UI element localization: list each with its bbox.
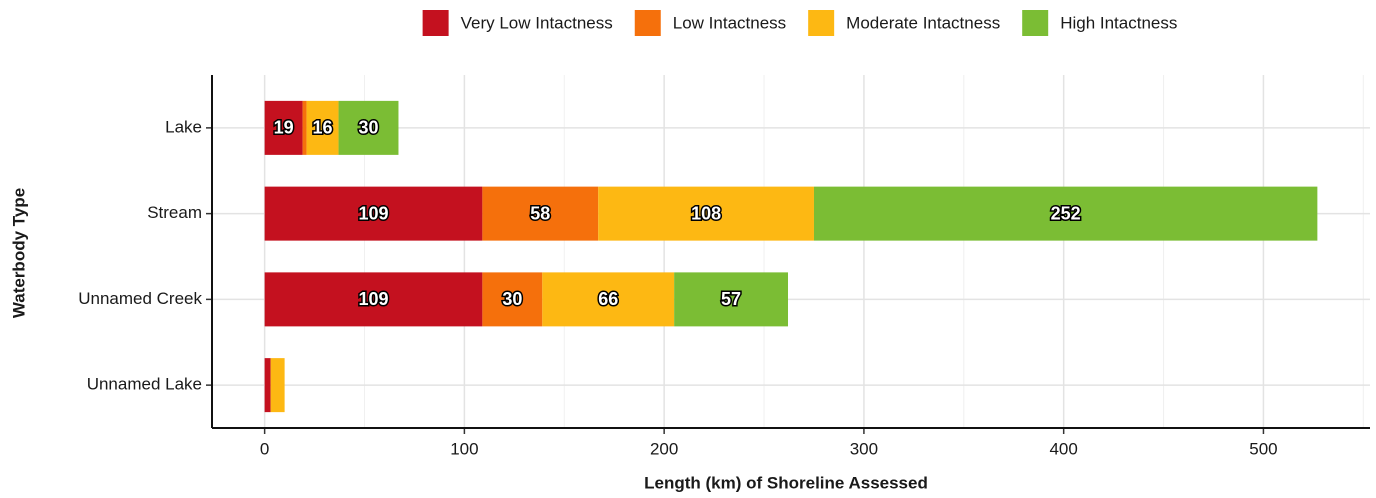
y-axis-label: Waterbody Type <box>9 188 28 318</box>
data-label: 109 <box>358 289 388 309</box>
data-label: 30 <box>502 289 522 309</box>
x-tick-label: 100 <box>450 439 478 458</box>
bar-segment <box>674 272 789 327</box>
legend: Very Low Intactness Low Intactness Moderat… <box>422 10 1177 36</box>
y-tick-label: Lake <box>165 117 202 136</box>
bar-segment <box>338 100 399 155</box>
data-label: 30 <box>358 118 378 138</box>
legend-swatch <box>634 10 661 36</box>
bar-segment <box>264 186 483 241</box>
legend-label: Moderate Intactness <box>846 13 1000 32</box>
x-tick-label: 0 <box>260 439 269 458</box>
bar-segment <box>264 358 271 413</box>
data-label: 252 <box>1051 203 1081 223</box>
legend-label: Very Low Intactness <box>461 13 613 32</box>
y-tick-label: Unnamed Lake <box>87 375 202 394</box>
data-label: 16 <box>313 118 333 138</box>
legend-label: Low Intactness <box>673 13 786 32</box>
legend-swatch <box>422 10 449 36</box>
legend-swatch <box>808 10 835 36</box>
x-tick-label: 300 <box>850 439 878 458</box>
data-label: 19 <box>274 118 294 138</box>
legend-label: High Intactness <box>1060 13 1177 32</box>
bar-segment <box>270 358 285 413</box>
bar-segment <box>302 100 307 155</box>
x-tick-label: 500 <box>1249 439 1277 458</box>
y-tick-label: Stream <box>147 203 202 222</box>
x-tick-label: 200 <box>650 439 678 458</box>
bar-segment <box>482 272 543 327</box>
data-label: 108 <box>691 203 721 223</box>
bar-segment <box>598 186 814 241</box>
x-axis-label: Length (km) of Shoreline Assessed <box>644 473 928 492</box>
y-tick-label: Unnamed Creek <box>78 289 202 308</box>
legend-swatch <box>1022 10 1049 36</box>
bar-segment <box>264 100 303 155</box>
bar-segment <box>813 186 1318 241</box>
bar-segment <box>542 272 675 327</box>
bar-segment <box>264 272 483 327</box>
data-label: 57 <box>721 289 741 309</box>
bar-segment <box>482 186 599 241</box>
x-tick-label: 400 <box>1049 439 1077 458</box>
data-label: 109 <box>358 203 388 223</box>
data-label: 58 <box>530 203 550 223</box>
data-label: 66 <box>598 289 618 309</box>
bar-segment <box>306 100 339 155</box>
